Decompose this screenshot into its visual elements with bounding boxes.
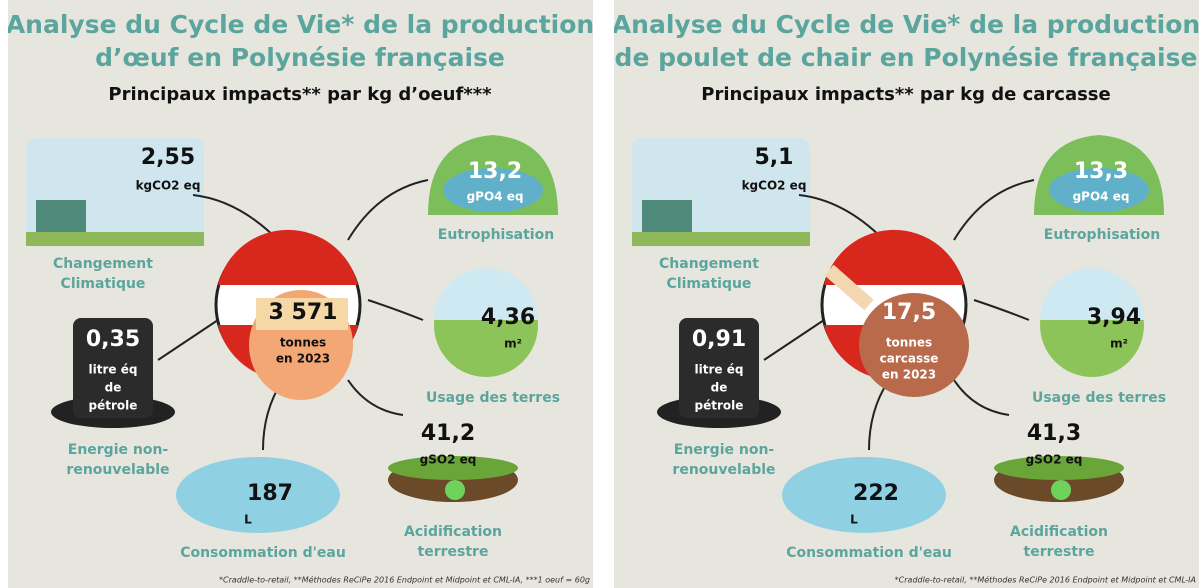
center-line: tonnes: [280, 336, 326, 350]
page: 3 571 tonnes en 2023 Analyse du Cycle de Vi…: [0, 0, 1201, 588]
panel: 3 571 tonnes en 2023 Analyse du Cycle de Vi…: [8, 0, 593, 588]
factory: [36, 200, 86, 235]
impact-value: 41,2: [421, 421, 475, 446]
impact-label: Climatique: [61, 276, 146, 292]
impact-value: 222: [853, 481, 899, 506]
impact-unit: litre éq: [89, 363, 138, 377]
arrow: [954, 180, 1034, 240]
impact-label: Consommation d'eau: [180, 545, 346, 561]
panel: 17,5 tonnes carcasse en 2023 Analyse du Cycl…: [614, 0, 1199, 588]
flag-red-top: [218, 230, 358, 285]
center-line: en 2023: [276, 352, 330, 366]
impact-label: Energie non-: [68, 442, 169, 458]
impact-unit: kgCO2 eq: [742, 179, 807, 193]
impact-label: renouvelable: [672, 462, 775, 478]
subtitle: Principaux impacts** par kg d’oeuf***: [108, 84, 492, 105]
impact-value: 0,35: [86, 327, 140, 352]
impact-value: 4,36: [481, 305, 535, 330]
impact-label: Eutrophisation: [1044, 227, 1160, 243]
impact-value: 5,1: [755, 145, 794, 170]
impact-value: 41,3: [1027, 421, 1081, 446]
impact-unit: m²: [1110, 337, 1128, 351]
subtitle: Principaux impacts** par kg de carcasse: [701, 84, 1110, 105]
impact-value: 0,91: [692, 327, 746, 352]
impact-unit: m²: [504, 337, 522, 351]
impact-label: terrestre: [418, 544, 489, 560]
impact-value: 13,2: [468, 159, 522, 184]
impact-label: renouvelable: [66, 462, 169, 478]
center-line: carcasse: [880, 352, 939, 366]
arrow: [348, 180, 428, 240]
impact-label: Energie non-: [674, 442, 775, 458]
impact-value: 2,55: [141, 145, 195, 170]
impact-unit: de: [711, 381, 728, 395]
factory: [642, 200, 692, 235]
arrow: [869, 380, 889, 450]
impact-label: terrestre: [1024, 544, 1095, 560]
impact-label: Changement: [659, 256, 759, 272]
skull: [445, 480, 465, 500]
impact-label: Acidification: [404, 524, 502, 540]
arrow: [348, 380, 403, 415]
arrow: [954, 380, 1009, 415]
impact-value: 13,3: [1074, 159, 1128, 184]
center-value: 3 571: [269, 300, 338, 325]
impact-unit: L: [850, 513, 858, 527]
impact-unit: litre éq: [695, 363, 744, 377]
impact-label: Usage des terres: [426, 390, 560, 406]
title: d’œuf en Polynésie française: [95, 43, 505, 72]
title: Analyse du Cycle de Vie* de la productio…: [8, 10, 593, 39]
impact-label: Eutrophisation: [438, 227, 554, 243]
impact-unit: L: [244, 513, 252, 527]
arrow: [799, 195, 884, 240]
impact-unit: gSO2 eq: [1026, 453, 1083, 467]
footnote: *Craddle-to-retail, **Méthodes ReCiPe 20…: [219, 575, 590, 585]
impact-label: Usage des terres: [1032, 390, 1166, 406]
impact-unit: gSO2 eq: [420, 453, 477, 467]
center-line: en 2023: [882, 368, 936, 382]
impact-label: Acidification: [1010, 524, 1108, 540]
skull: [1051, 480, 1071, 500]
title: de poulet de chair en Polynésie français…: [615, 43, 1198, 72]
arrow: [193, 195, 278, 240]
arrow: [368, 300, 423, 320]
ground: [26, 232, 204, 246]
impact-unit: gPO4 eq: [1073, 190, 1130, 204]
impact-unit: de: [105, 381, 122, 395]
center-line: tonnes: [886, 336, 932, 350]
impact-unit: kgCO2 eq: [136, 179, 201, 193]
impact-value: 3,94: [1087, 305, 1141, 330]
arrow: [974, 300, 1029, 320]
impact-value: 187: [247, 481, 293, 506]
impact-label: Consommation d'eau: [786, 545, 952, 561]
footnote: *Craddle-to-retail, **Méthodes ReCiPe 20…: [895, 575, 1196, 585]
impact-unit: pétrole: [89, 399, 138, 413]
impact-unit: gPO4 eq: [467, 190, 524, 204]
center-value: 17,5: [882, 300, 936, 325]
impact-unit: pétrole: [695, 399, 744, 413]
impact-label: Climatique: [667, 276, 752, 292]
impact-label: Changement: [53, 256, 153, 272]
title: Analyse du Cycle de Vie* de la productio…: [614, 10, 1199, 39]
ground: [632, 232, 810, 246]
